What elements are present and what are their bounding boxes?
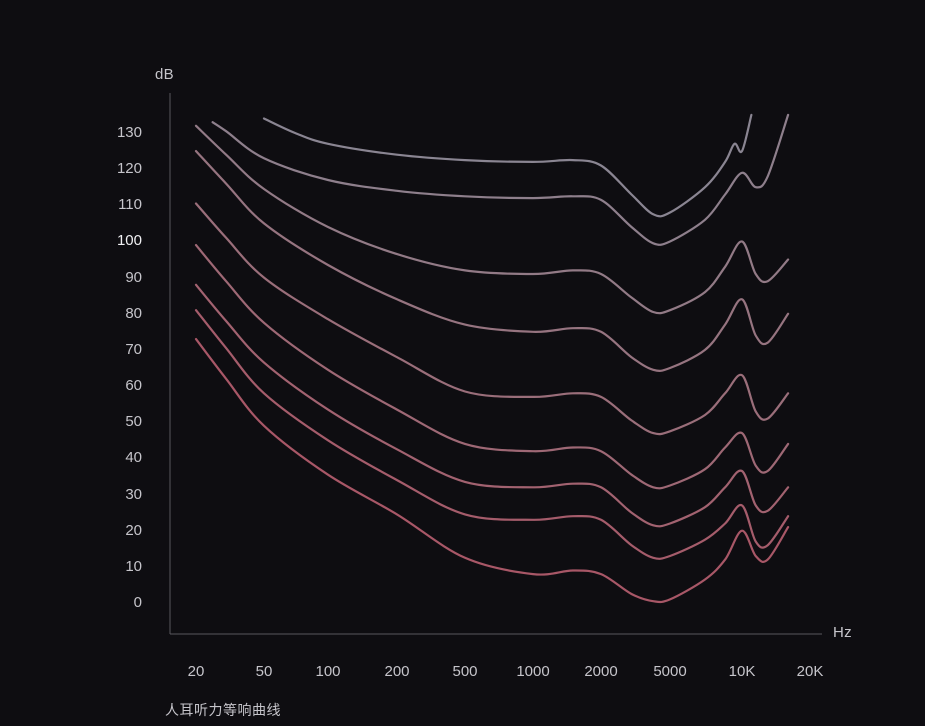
y-tick-label: 70 xyxy=(125,340,142,358)
y-tick-label: 120 xyxy=(116,160,142,178)
contour-line-contour-8 xyxy=(194,309,790,560)
contour-line-contour-1-top xyxy=(262,113,753,218)
x-tick-label: 100 xyxy=(315,663,341,680)
y-tick-label: 10 xyxy=(125,557,142,575)
contour-line-contour-2 xyxy=(211,113,790,246)
x-tick-label: 20K xyxy=(796,663,824,680)
x-tick-label: 2000 xyxy=(584,663,618,680)
y-axis-title: dB xyxy=(155,66,174,83)
y-tick-label: 90 xyxy=(125,268,142,286)
x-tick-label: 50 xyxy=(255,663,273,680)
x-tick-label: 1000 xyxy=(516,663,550,680)
y-tick-label: 20 xyxy=(125,521,142,539)
y-tick-label: 60 xyxy=(125,377,142,395)
x-axis-title: Hz xyxy=(833,624,852,641)
y-tick-label: 110 xyxy=(118,196,142,214)
x-tick-label: 20 xyxy=(187,663,205,680)
y-tick-label: 40 xyxy=(125,449,142,467)
y-tick-label: 130 xyxy=(116,123,142,141)
contour-line-contour-6 xyxy=(194,244,790,490)
x-tick-label: 10K xyxy=(728,663,756,680)
y-tick-label: 100 xyxy=(116,232,142,250)
x-tick-label: 500 xyxy=(452,663,478,680)
contour-line-contour-7 xyxy=(194,283,790,528)
y-tick-label: 0 xyxy=(133,594,142,611)
chart-caption: 人耳听力等响曲线 xyxy=(165,702,281,718)
x-tick-label: 200 xyxy=(384,663,410,680)
y-tick-label: 50 xyxy=(125,413,142,431)
contour-line-contour-9-bottom xyxy=(194,338,790,604)
y-tick-label: 80 xyxy=(125,304,142,322)
x-tick-label: 5000 xyxy=(653,663,687,680)
contour-curves xyxy=(194,113,790,604)
contour-line-contour-5 xyxy=(194,202,790,436)
y-tick-label: 30 xyxy=(125,485,142,503)
contour-line-contour-3 xyxy=(194,124,790,315)
contour-line-contour-4 xyxy=(194,150,790,372)
